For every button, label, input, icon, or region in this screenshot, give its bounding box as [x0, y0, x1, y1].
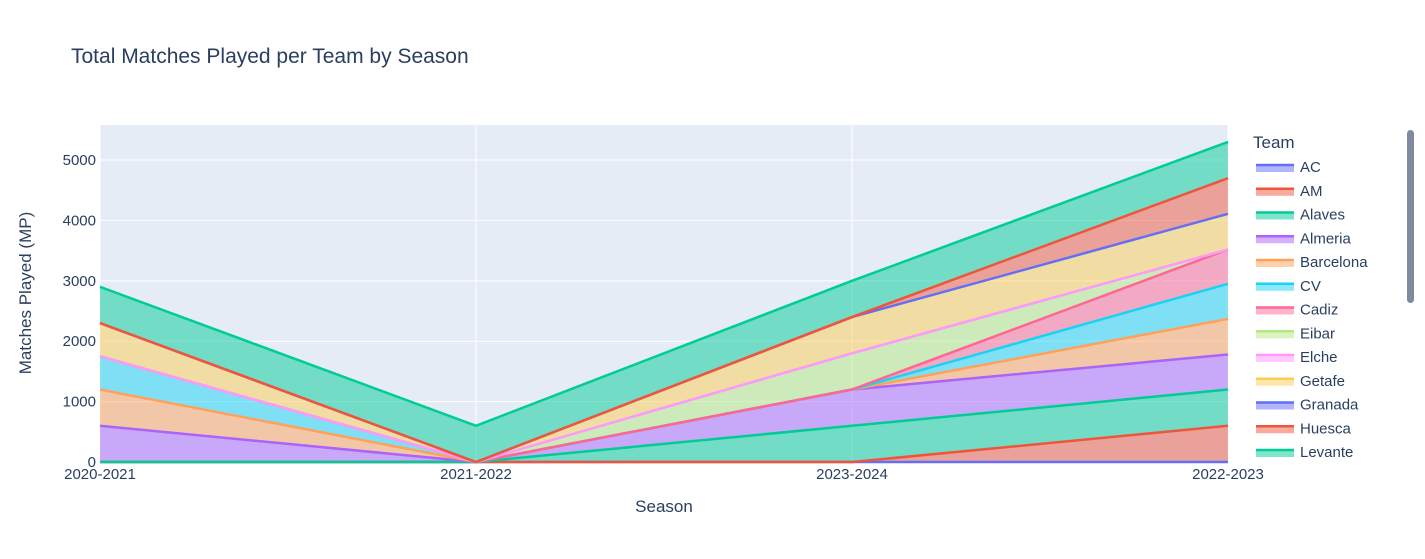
- area-alaves: [100, 389, 1228, 462]
- y-tick-label: 2000: [63, 333, 96, 350]
- y-tick-label: 5000: [63, 152, 96, 169]
- legend-swatch: [1256, 355, 1294, 362]
- x-tick-label: 2020-2021: [64, 466, 136, 483]
- legend-label: Elche: [1300, 349, 1338, 366]
- legend-scrollbar[interactable]: [1407, 130, 1414, 303]
- y-axis-title: Matches Played (MP): [16, 212, 35, 375]
- legend-item-barcelona[interactable]: Barcelona: [1256, 254, 1368, 271]
- legend-swatch: [1256, 450, 1294, 457]
- area-eibar: [100, 249, 1228, 462]
- legend-swatch: [1256, 426, 1294, 434]
- line-elche: [99, 248, 1229, 464]
- legend-swatch: [1256, 236, 1294, 244]
- legend-item-elche[interactable]: Elche: [1256, 349, 1338, 366]
- chart-title: Total Matches Played per Team by Season: [71, 45, 469, 68]
- legend-item-ac[interactable]: AC: [1256, 159, 1321, 176]
- legend-item-getafe[interactable]: Getafe: [1256, 373, 1345, 390]
- legend-label: Huesca: [1300, 420, 1352, 437]
- legend-swatch: [1256, 307, 1294, 315]
- legend-item-almeria[interactable]: Almeria: [1256, 230, 1352, 247]
- legend-item-huesca[interactable]: Huesca: [1256, 420, 1352, 437]
- legend-swatch: [1256, 188, 1294, 196]
- legend-item-cadiz[interactable]: Cadiz: [1256, 302, 1338, 319]
- x-axis-title: Season: [635, 497, 693, 516]
- legend-label: Eibar: [1300, 325, 1335, 342]
- legend-swatch: [1256, 212, 1294, 220]
- legend-label: Levante: [1300, 444, 1353, 461]
- legend-item-am[interactable]: AM: [1256, 183, 1323, 200]
- x-tick-label: 2021-2022: [440, 466, 512, 483]
- legend-label: Granada: [1300, 397, 1359, 414]
- y-tick-label: 1000: [63, 394, 96, 411]
- legend-swatch: [1256, 165, 1294, 172]
- y-tick-label: 4000: [63, 212, 96, 229]
- legend-swatch: [1256, 283, 1294, 291]
- legend-title: Team: [1253, 133, 1295, 152]
- legend-swatch: [1256, 331, 1294, 339]
- legend-label: CV: [1300, 278, 1321, 295]
- legend-label: Getafe: [1300, 373, 1345, 390]
- legend-label: Cadiz: [1300, 302, 1338, 319]
- legend-swatch: [1256, 402, 1294, 410]
- x-tick-label: 2023-2024: [816, 466, 888, 483]
- x-tick-label: 2022-2023: [1192, 466, 1264, 483]
- legend-swatch: [1256, 378, 1294, 386]
- legend-label: Almeria: [1300, 230, 1352, 247]
- legend-item-eibar[interactable]: Eibar: [1256, 325, 1335, 342]
- legend-item-levante[interactable]: Levante: [1256, 444, 1353, 461]
- line-alaves: [100, 388, 1229, 464]
- legend-label: AC: [1300, 159, 1321, 176]
- legend-item-cv[interactable]: CV: [1256, 278, 1321, 295]
- y-tick-label: 3000: [63, 273, 96, 290]
- legend-label: Barcelona: [1300, 254, 1368, 271]
- legend[interactable]: AC AM Alaves Almeria Barcelona CV Cadiz Eibar El…: [1256, 159, 1368, 461]
- legend-label: Alaves: [1300, 207, 1345, 224]
- line-huesca: [99, 176, 1229, 464]
- line-levante: [99, 140, 1229, 428]
- legend-swatch: [1256, 260, 1294, 267]
- legend-item-granada[interactable]: Granada: [1256, 397, 1359, 414]
- legend-item-alaves[interactable]: Alaves: [1256, 207, 1345, 224]
- legend-label: AM: [1300, 183, 1323, 200]
- y-tick-label: 0: [88, 454, 96, 471]
